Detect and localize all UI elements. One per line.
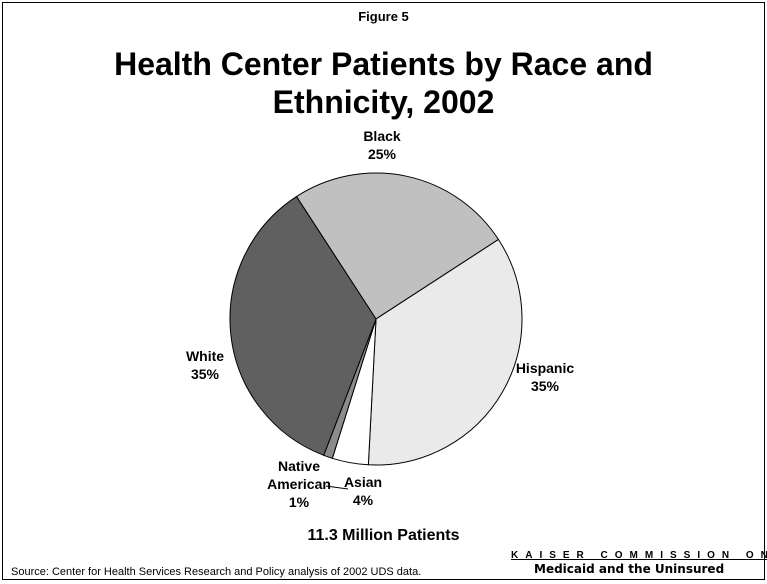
slice-label-line: 35%	[531, 378, 560, 394]
slice-label-line: 1%	[289, 494, 310, 510]
slice-label-line: Native	[278, 458, 320, 474]
chart-title: Health Center Patients by Race and Ethni…	[3, 45, 764, 121]
pie-slice-black	[295, 172, 500, 320]
slice-label-line: Black	[363, 128, 401, 144]
figure-label: Figure 5	[358, 9, 409, 24]
logo-line1: KAISER COMMISSION ON	[511, 550, 767, 561]
logo-line2: Medicaid and the Uninsured	[534, 562, 725, 576]
pie-slice-hispanic	[367, 238, 523, 466]
source-note: Source: Center for Health Services Resea…	[11, 566, 422, 578]
chart-subtitle: 11.3 Million Patients	[307, 527, 460, 544]
slice-label-asian: Asian 4%	[344, 474, 382, 508]
slice-label-line: White	[186, 348, 224, 364]
slice-label-line: 35%	[191, 366, 220, 382]
slice-label-white: White 35%	[186, 348, 224, 382]
kaiser-logo: KAISER COMMISSION ON Medicaid and the Un…	[507, 550, 767, 576]
native-american-leader-line	[325, 485, 349, 490]
slice-label-hispanic: Hispanic 35%	[516, 360, 575, 394]
slice-label-line: 4%	[353, 492, 374, 508]
chart-title-line1: Health Center Patients by Race and	[114, 46, 653, 82]
slice-label-line: 25%	[368, 146, 397, 162]
pie-slice-white	[229, 195, 377, 456]
slice-label-native-american: Native American 1%	[267, 458, 331, 510]
slice-label-line: Asian	[344, 474, 382, 490]
slice-label-line: Hispanic	[516, 360, 575, 376]
slice-label-black: Black 25%	[363, 128, 401, 162]
chart-title-line2: Ethnicity, 2002	[272, 84, 495, 120]
slice-label-line: American	[267, 476, 331, 492]
pie-chart: Black 25% Hispanic 35% Asian 4% Native American…	[186, 128, 575, 510]
